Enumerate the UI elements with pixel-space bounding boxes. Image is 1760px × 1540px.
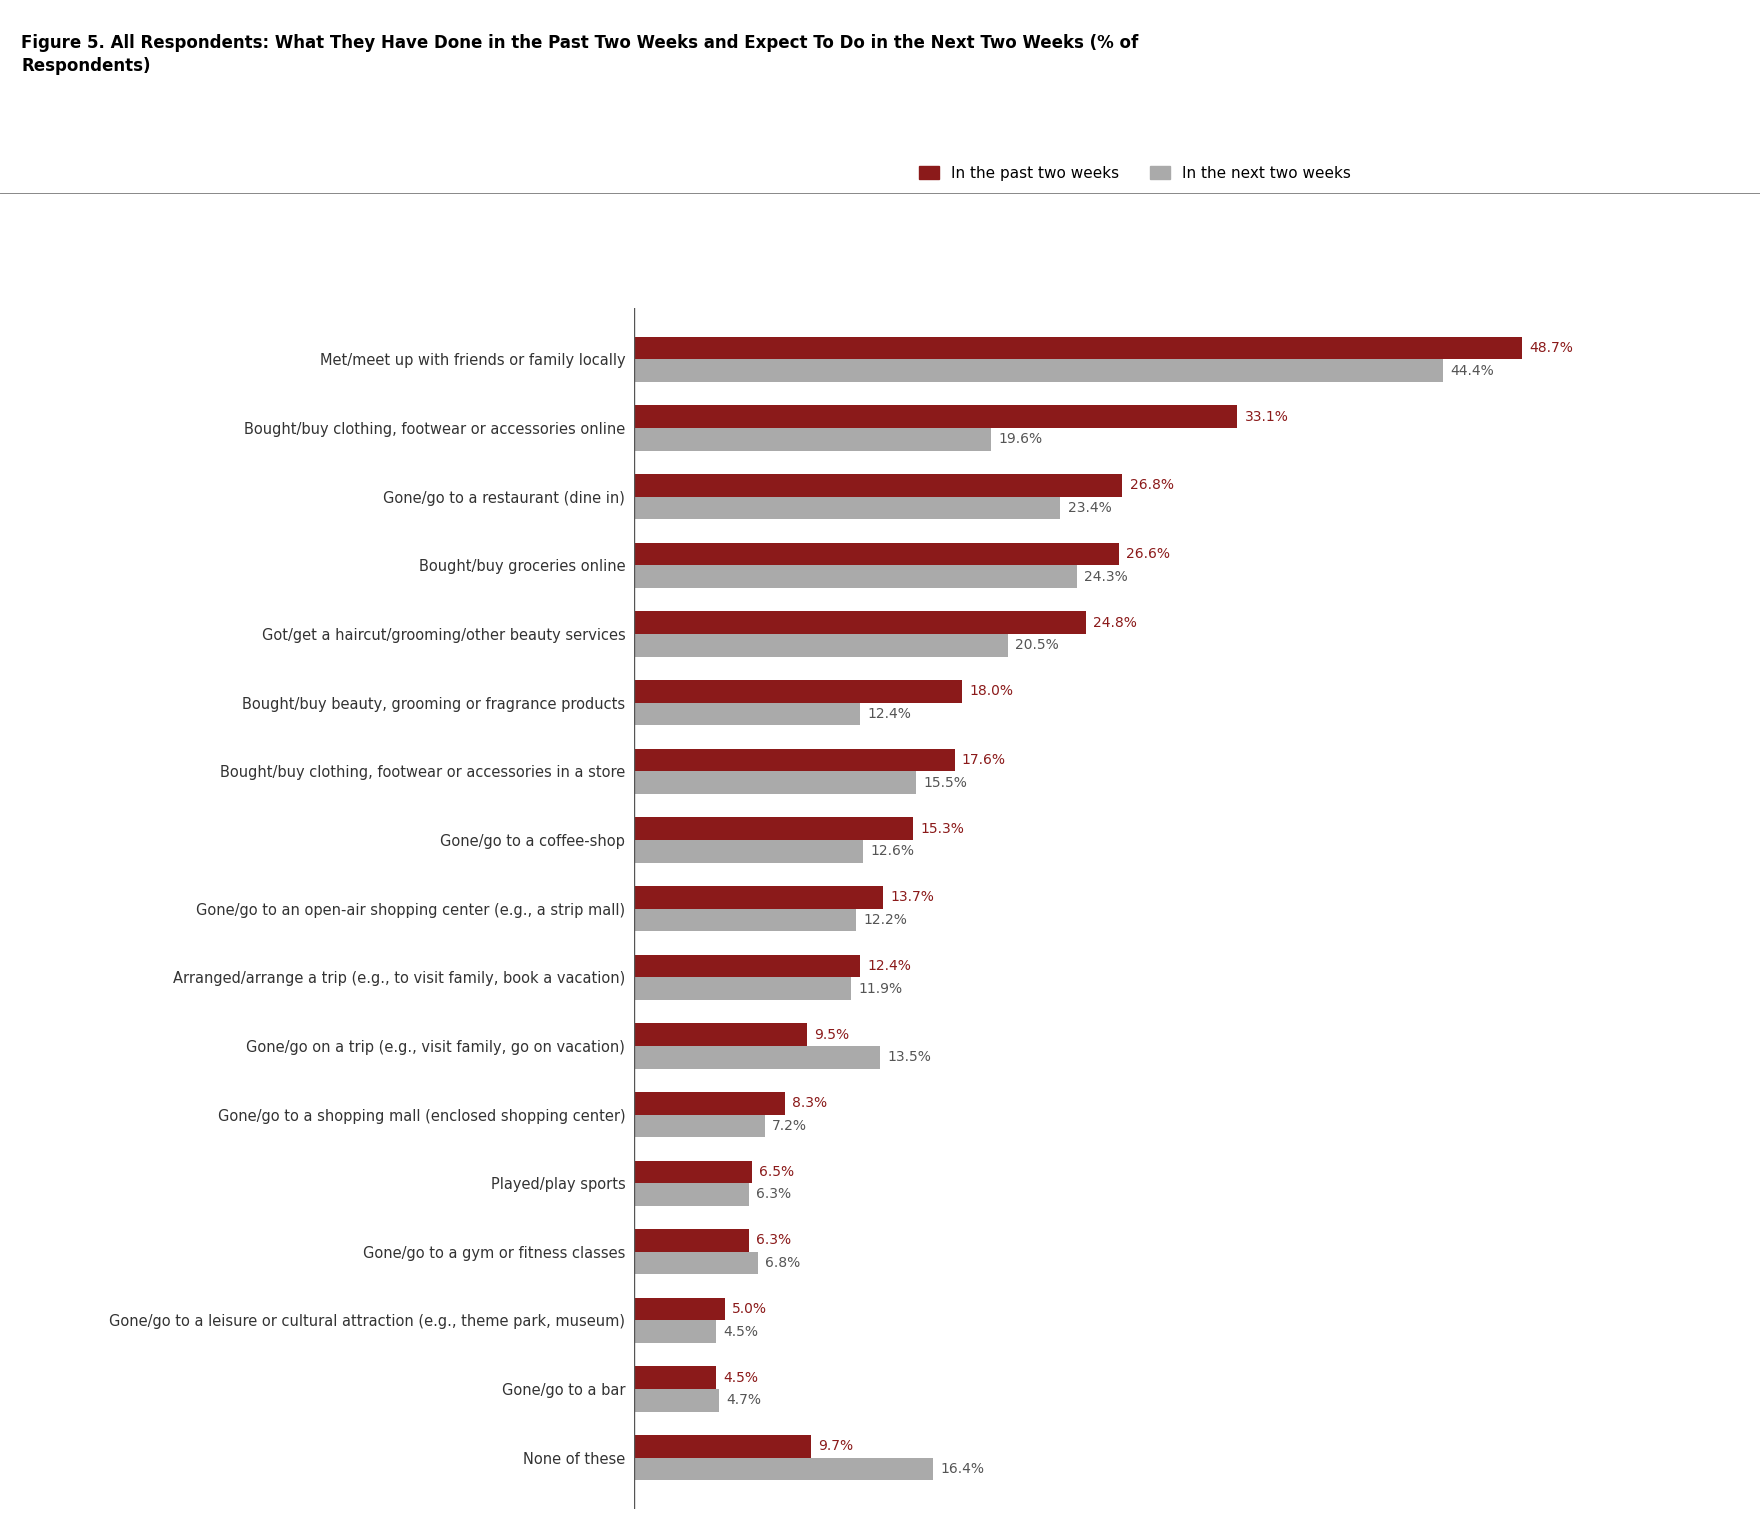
Bar: [634, 428, 991, 451]
Bar: [634, 681, 963, 702]
Text: 13.7%: 13.7%: [891, 890, 935, 904]
Text: 6.5%: 6.5%: [760, 1164, 794, 1178]
Bar: [634, 1298, 725, 1320]
Bar: [634, 565, 1077, 588]
Bar: [634, 1046, 880, 1069]
Bar: [634, 1161, 752, 1183]
Text: 12.4%: 12.4%: [868, 707, 912, 721]
Text: 6.3%: 6.3%: [755, 1234, 790, 1247]
Bar: [634, 772, 917, 795]
Text: 33.1%: 33.1%: [1244, 410, 1288, 424]
Text: 6.8%: 6.8%: [766, 1257, 801, 1270]
Text: 8.3%: 8.3%: [792, 1096, 827, 1110]
Text: 23.4%: 23.4%: [1068, 500, 1112, 514]
Bar: [634, 337, 1522, 359]
Text: 15.5%: 15.5%: [924, 776, 968, 790]
Text: 12.6%: 12.6%: [871, 844, 915, 858]
Bar: [634, 839, 864, 862]
Bar: [634, 1115, 766, 1137]
Bar: [634, 497, 1061, 519]
Text: 17.6%: 17.6%: [963, 753, 1007, 767]
Text: Figure 5. All Respondents: What They Have Done in the Past Two Weeks and Expect : Figure 5. All Respondents: What They Hav…: [21, 34, 1139, 75]
Bar: [634, 359, 1443, 382]
Bar: [634, 474, 1123, 497]
Bar: [634, 1458, 933, 1480]
Bar: [634, 1023, 806, 1046]
Text: 26.6%: 26.6%: [1126, 547, 1170, 561]
Bar: [634, 1183, 748, 1206]
Bar: [634, 748, 954, 772]
Bar: [634, 885, 884, 909]
Text: 20.5%: 20.5%: [1016, 639, 1058, 653]
Text: 4.7%: 4.7%: [727, 1394, 762, 1408]
Legend: In the past two weeks, In the next two weeks: In the past two weeks, In the next two w…: [913, 160, 1357, 186]
Text: 26.8%: 26.8%: [1130, 479, 1174, 493]
Bar: [634, 405, 1237, 428]
Text: 15.3%: 15.3%: [920, 822, 964, 836]
Bar: [634, 978, 850, 999]
Bar: [634, 818, 913, 839]
Text: 19.6%: 19.6%: [998, 433, 1042, 447]
Bar: [634, 1366, 716, 1389]
Text: 6.3%: 6.3%: [755, 1187, 790, 1201]
Text: 4.5%: 4.5%: [723, 1324, 759, 1338]
Text: 5.0%: 5.0%: [732, 1303, 767, 1317]
Bar: [634, 1229, 748, 1252]
Text: 24.3%: 24.3%: [1084, 570, 1128, 584]
Bar: [634, 634, 1007, 656]
Text: 13.5%: 13.5%: [887, 1050, 931, 1064]
Text: 9.5%: 9.5%: [815, 1027, 850, 1041]
Bar: [634, 542, 1119, 565]
Bar: [634, 955, 861, 978]
Text: 24.8%: 24.8%: [1093, 616, 1137, 630]
Bar: [634, 611, 1086, 634]
Text: 12.4%: 12.4%: [868, 959, 912, 973]
Bar: [634, 1320, 716, 1343]
Bar: [634, 702, 861, 725]
Bar: [634, 909, 855, 932]
Bar: [634, 1092, 785, 1115]
Text: 16.4%: 16.4%: [940, 1461, 984, 1475]
Text: 7.2%: 7.2%: [773, 1120, 808, 1133]
Text: 12.2%: 12.2%: [864, 913, 908, 927]
Text: 11.9%: 11.9%: [857, 981, 903, 995]
Text: 48.7%: 48.7%: [1529, 342, 1573, 356]
Bar: [634, 1389, 720, 1412]
Bar: [634, 1252, 757, 1275]
Text: 18.0%: 18.0%: [970, 684, 1014, 698]
Text: 4.5%: 4.5%: [723, 1371, 759, 1384]
Text: 9.7%: 9.7%: [818, 1440, 854, 1454]
Bar: [634, 1435, 811, 1458]
Text: 44.4%: 44.4%: [1450, 363, 1494, 377]
